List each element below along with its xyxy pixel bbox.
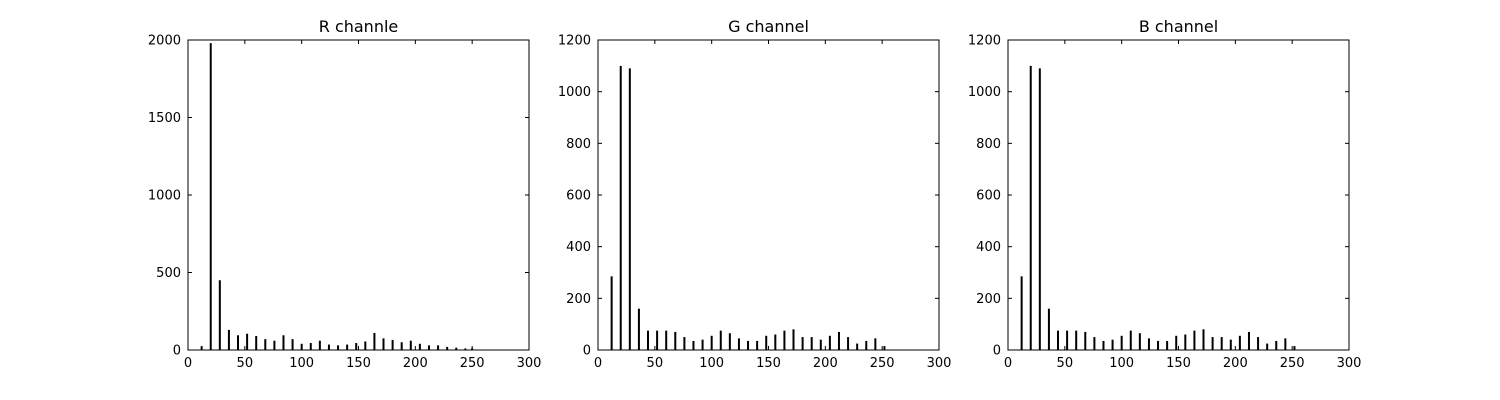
y-tick-label: 600 <box>566 189 591 204</box>
y-tick-label: 400 <box>566 240 591 255</box>
y-tick-label: 0 <box>583 344 591 359</box>
x-tick-label: 0 <box>1004 356 1012 371</box>
y-tick-label: 1200 <box>968 34 1001 49</box>
y-tick-label: 400 <box>976 240 1001 255</box>
x-tick-label: 200 <box>813 356 838 371</box>
y-tick-label: 0 <box>173 344 181 359</box>
x-tick-label: 200 <box>403 356 428 371</box>
y-tick-label: 1500 <box>148 111 181 126</box>
x-tick-label: 0 <box>594 356 602 371</box>
y-tick-label: 1000 <box>558 85 591 100</box>
y-tick-label: 2000 <box>148 34 181 49</box>
x-tick-label: 100 <box>699 356 724 371</box>
chart-panel-1: R channle 0 50 100 150 200 250 300 0 500 1000 1500 2… <box>148 17 542 371</box>
chart-panel-2: G channel 0 50 100 150 200 250 300 0 200 400 600 800… <box>558 17 952 371</box>
x-tick-label: 100 <box>1109 356 1134 371</box>
x-tick-label: 150 <box>756 356 781 371</box>
chart-title: B channel <box>1139 17 1218 36</box>
x-tick-label: 300 <box>517 356 542 371</box>
x-tick-label: 50 <box>237 356 254 371</box>
chart-title: G channel <box>728 17 809 36</box>
y-tick-label: 1000 <box>968 85 1001 100</box>
x-tick-label: 300 <box>927 356 952 371</box>
x-tick-label: 0 <box>184 356 192 371</box>
x-tick-label: 150 <box>1166 356 1191 371</box>
chart-title: R channle <box>319 17 399 36</box>
x-tick-label: 250 <box>1280 356 1305 371</box>
chart-panel-3: B channel 0 50 100 150 200 250 300 0 200 400 600 800… <box>968 17 1362 371</box>
y-tick-label: 800 <box>566 137 591 152</box>
plot-frame <box>187 39 530 351</box>
plot-frame <box>1007 39 1350 351</box>
x-tick-label: 150 <box>346 356 371 371</box>
plot-frame <box>597 39 940 351</box>
y-tick-label: 1200 <box>558 34 591 49</box>
y-tick-label: 800 <box>976 137 1001 152</box>
x-tick-label: 50 <box>1057 356 1074 371</box>
y-tick-label: 0 <box>993 344 1001 359</box>
x-tick-label: 300 <box>1337 356 1362 371</box>
y-tick-label: 1000 <box>148 189 181 204</box>
y-tick-label: 500 <box>156 266 181 281</box>
x-tick-label: 250 <box>460 356 485 371</box>
x-tick-label: 250 <box>870 356 895 371</box>
y-tick-label: 200 <box>566 292 591 307</box>
x-tick-label: 100 <box>289 356 314 371</box>
x-tick-label: 50 <box>647 356 664 371</box>
y-tick-label: 600 <box>976 189 1001 204</box>
x-tick-label: 200 <box>1223 356 1248 371</box>
y-tick-label: 200 <box>976 292 1001 307</box>
